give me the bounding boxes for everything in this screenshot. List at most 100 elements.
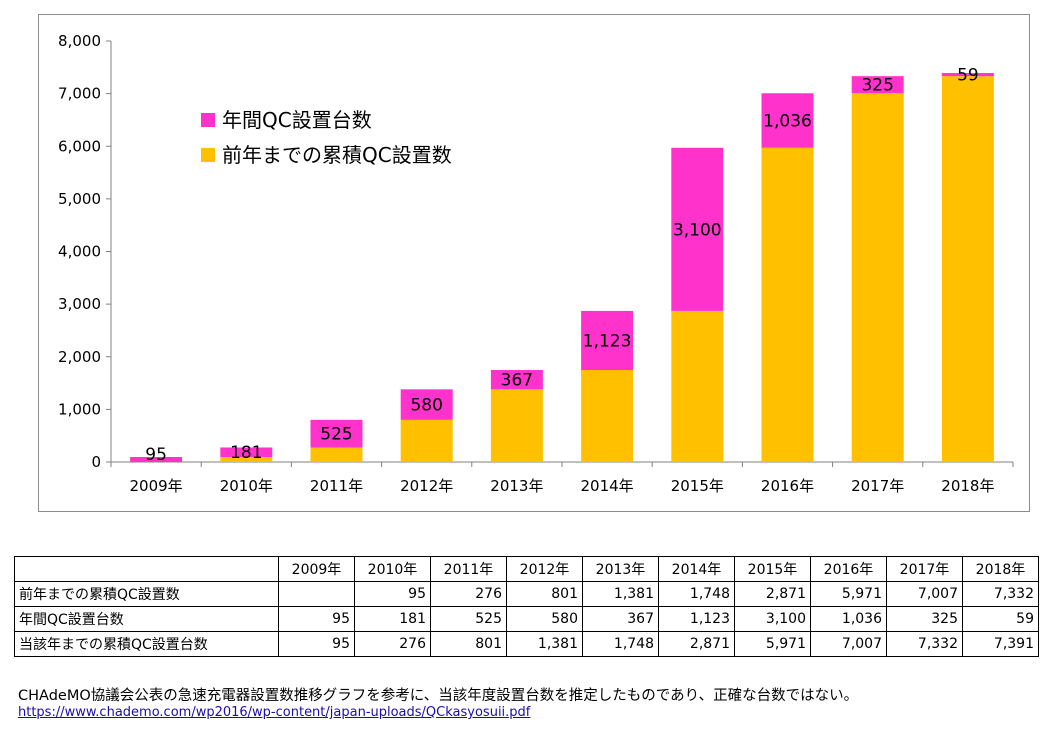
x-tick-label: 2009年	[130, 477, 183, 495]
bar-cumulative	[400, 419, 453, 462]
y-tick-label: 6,000	[58, 137, 101, 155]
table-corner-cell	[14, 556, 279, 582]
y-tick-label: 5,000	[58, 190, 101, 208]
data-label: 181	[230, 443, 262, 463]
table-header-cell: 2010年	[354, 556, 431, 582]
bar-cumulative	[851, 93, 904, 462]
bar-cumulative	[581, 370, 634, 462]
table-cell: 3,100	[734, 606, 811, 632]
bar-annual	[761, 93, 814, 148]
legend-swatch	[201, 148, 215, 162]
data-label: 1,123	[583, 331, 632, 351]
bar-annual	[671, 147, 724, 311]
footnote: CHAdeMO協議会公表の急速充電器設置数推移グラフを参考に、当該年度設置台数を…	[18, 688, 859, 704]
data-label: 1,036	[763, 112, 812, 132]
x-tick-label: 2012年	[400, 477, 453, 495]
y-tick-label: 0	[91, 453, 101, 471]
table-cell: 525	[430, 606, 507, 632]
table-cell: 95	[354, 581, 431, 607]
table-cell: 367	[582, 606, 659, 632]
table-cell: 7,332	[886, 631, 963, 657]
y-tick-label: 4,000	[58, 243, 101, 261]
y-tick-label: 8,000	[58, 32, 101, 50]
data-label: 367	[501, 371, 533, 391]
table-cell: 181	[354, 606, 431, 632]
bar-cumulative	[671, 310, 724, 462]
x-tick-label: 2013年	[490, 477, 543, 495]
table-cell: 95	[278, 606, 355, 632]
table-cell: 1,381	[582, 581, 659, 607]
table-cell: 580	[506, 606, 583, 632]
legend-label: 前年までの累積QC設置数	[222, 143, 452, 167]
bar-annual	[941, 73, 994, 77]
table-cell: 276	[430, 581, 507, 607]
x-tick-label: 2016年	[761, 477, 814, 495]
table-row-label: 当該年までの累積QC設置台数	[14, 631, 279, 657]
x-tick-label: 2017年	[851, 477, 904, 495]
y-tick-label: 3,000	[58, 295, 101, 313]
bar-cumulative	[310, 447, 363, 462]
bar-cumulative	[220, 457, 273, 462]
table-row-label: 年間QC設置台数	[14, 606, 279, 632]
table-cell: 7,332	[962, 581, 1039, 607]
x-tick-label: 2015年	[671, 477, 724, 495]
table-row: 前年までの累積QC設置数 95 276 801 1,381 1,748 2,871 5,971…	[14, 581, 1039, 607]
table-header-cell: 2011年	[430, 556, 507, 582]
table-cell: 276	[354, 631, 431, 657]
data-label: 59	[957, 66, 979, 86]
table-cell: 5,971	[734, 631, 811, 657]
table-cell: 2,871	[658, 631, 735, 657]
data-label: 325	[861, 76, 893, 96]
bar-cumulative	[490, 389, 543, 462]
table-cell: 1,036	[810, 606, 887, 632]
table-cell: 2,871	[734, 581, 811, 607]
y-tick-label: 7,000	[58, 85, 101, 103]
table-row: 当該年までの累積QC設置台数 95 276 801 1,381 1,748 2,871 5,9…	[14, 631, 1039, 657]
bar-cumulative	[761, 147, 814, 462]
bar-annual	[400, 389, 453, 420]
bar-annual	[581, 310, 634, 371]
table-header-cell: 2009年	[278, 556, 355, 582]
table-cell: 7,007	[886, 581, 963, 607]
table-header-cell: 2017年	[886, 556, 963, 582]
table-header-cell: 2013年	[582, 556, 659, 582]
y-tick-label: 2,000	[58, 348, 101, 366]
bar-annual	[851, 76, 904, 94]
data-label: 525	[320, 425, 352, 445]
bar-annual	[220, 447, 273, 458]
table-cell: 325	[886, 606, 963, 632]
bar-annual	[130, 457, 183, 462]
bar-cumulative	[941, 76, 994, 462]
table-cell: 1,123	[658, 606, 735, 632]
table-cell: 7,007	[810, 631, 887, 657]
x-tick-label: 2010年	[220, 477, 273, 495]
source-link[interactable]: https://www.chademo.com/wp2016/wp-conten…	[18, 705, 531, 720]
data-label: 95	[145, 445, 167, 465]
table-header-cell: 2016年	[810, 556, 887, 582]
chart-frame: 0 1,000 2,000 3,000 4,000 5,000 6,000 7,000 8,00…	[38, 14, 1030, 512]
table-cell: 5,971	[810, 581, 887, 607]
table-cell	[278, 581, 355, 607]
table-row: 年間QC設置台数 95 181 525 580 367 1,123 3,100 1,036 325…	[14, 606, 1039, 632]
table-header-cell: 2015年	[734, 556, 811, 582]
table-cell: 801	[430, 631, 507, 657]
table-header-cell: 2018年	[962, 556, 1039, 582]
table-header-row: 2009年 2010年 2011年 2012年 2013年 2014年 2015年 2016年…	[14, 556, 1039, 582]
x-tick-label: 2018年	[941, 477, 994, 495]
legend-swatch	[201, 113, 215, 127]
x-tick-label: 2011年	[310, 477, 363, 495]
stacked-bar-chart: 0 1,000 2,000 3,000 4,000 5,000 6,000 7,000 8,00…	[58, 32, 1014, 495]
table-row-label: 前年までの累積QC設置数	[14, 581, 279, 607]
table-cell: 1,748	[658, 581, 735, 607]
bar-annual	[490, 370, 543, 390]
x-tick-label: 2014年	[581, 477, 634, 495]
table-cell: 1,381	[506, 631, 583, 657]
bar-annual	[310, 419, 363, 448]
table-header-cell: 2014年	[658, 556, 735, 582]
data-label: 3,100	[673, 220, 722, 240]
data-table: 2009年 2010年 2011年 2012年 2013年 2014年 2015年 2016年…	[14, 556, 1039, 657]
table-cell: 1,748	[582, 631, 659, 657]
table-cell: 7,391	[962, 631, 1039, 657]
table-cell: 801	[506, 581, 583, 607]
y-tick-label: 1,000	[58, 400, 101, 418]
